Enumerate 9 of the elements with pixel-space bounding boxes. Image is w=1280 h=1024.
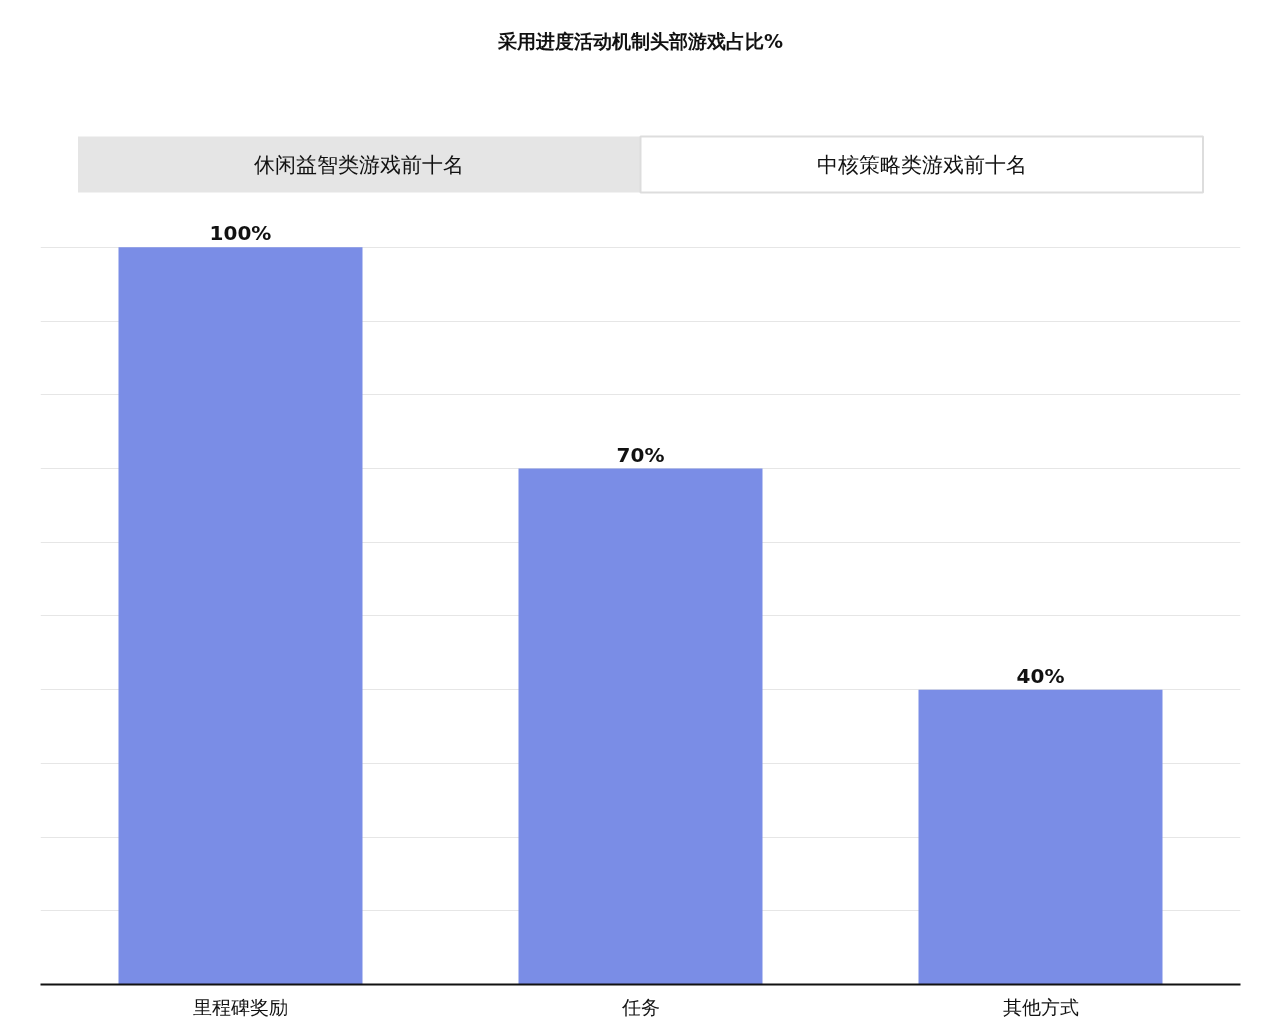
data-label: 100% bbox=[209, 221, 272, 246]
text: 中核策略类游戏前十名 bbox=[816, 152, 1027, 177]
data-label: 40% bbox=[1016, 663, 1065, 688]
data-label: 70% bbox=[616, 442, 665, 467]
x-tick-label: 任务 bbox=[620, 995, 660, 1018]
chart-title: 采用进度活动机制头部游戏占比% bbox=[496, 29, 784, 52]
x-tick-label: 里程碑奖励 bbox=[193, 995, 288, 1018]
x-tick-label: 其他方式 bbox=[1002, 995, 1079, 1018]
text: 休闲益智类游戏前十名 bbox=[254, 152, 465, 177]
